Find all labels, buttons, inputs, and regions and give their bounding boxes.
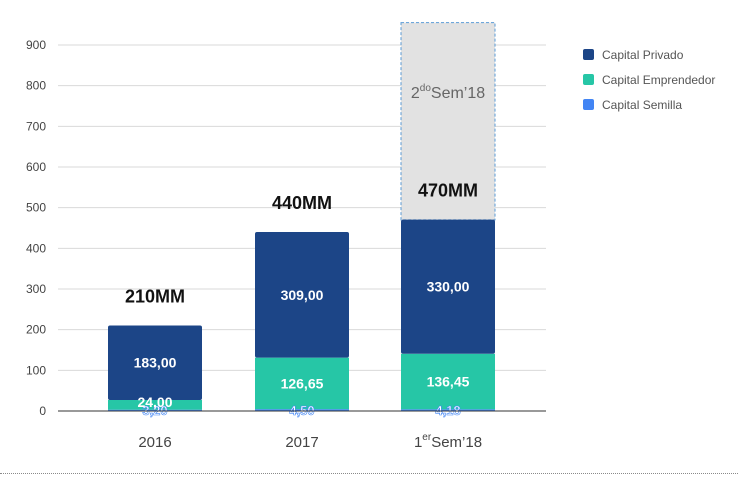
bar-capital-privado-2 <box>401 219 495 354</box>
legend-item-capital-emprendedor: Capital Emprendedor <box>583 67 715 92</box>
bar-capital-privado-0 <box>108 325 202 400</box>
y-tick-label-700: 700 <box>26 119 46 133</box>
y-tick-label-0: 0 <box>39 404 46 418</box>
legend-swatch-capital-emprendedor <box>583 74 594 85</box>
value-label-capital-privado-2: 330,00 <box>427 279 470 295</box>
total-label-2: 470MM <box>418 181 478 201</box>
legend-item-capital-semilla: Capital Semilla <box>583 92 715 117</box>
value-label-capital-emprendedor-2: 136,45 <box>427 374 470 390</box>
legend-label-capital-emprendedor: Capital Emprendedor <box>602 72 716 87</box>
legend-item-capital-privado: Capital Privado <box>583 42 715 67</box>
total-label-0: 210MM <box>125 287 185 307</box>
value-label-capital-emprendedor-1: 126,65 <box>281 375 324 391</box>
legend: Capital Privado Capital Emprendedor Capi… <box>583 42 715 117</box>
y-tick-label-800: 800 <box>26 79 46 93</box>
bar-capital-emprendedor-0 <box>108 399 202 410</box>
x-tick-label-1: 2017 <box>285 434 318 451</box>
x-tick-label-2: 1erSem’18 <box>414 432 482 451</box>
legend-swatch-capital-privado <box>583 49 594 60</box>
projection-bar <box>400 22 496 221</box>
y-tick-label-300: 300 <box>26 282 46 296</box>
legend-label-capital-semilla: Capital Semilla <box>602 97 683 112</box>
bar-capital-emprendedor-1 <box>255 357 349 410</box>
bar-capital-privado-1 <box>255 232 349 358</box>
y-tick-label-900: 900 <box>26 38 46 52</box>
y-tick-label-500: 500 <box>26 201 46 215</box>
projection-label: 2doSem’18 <box>411 83 485 102</box>
bar-capital-semilla-1 <box>255 409 349 411</box>
y-tick-label-200: 200 <box>26 323 46 337</box>
value-label-capital-emprendedor-0: 24,00 <box>137 394 172 410</box>
bar-capital-semilla-2 <box>401 409 495 411</box>
legend-label-capital-privado: Capital Privado <box>602 47 684 62</box>
x-tick-label-0: 2016 <box>138 434 171 451</box>
y-tick-label-100: 100 <box>26 363 46 377</box>
bottom-dotted-divider <box>0 473 738 474</box>
total-label-1: 440MM <box>272 193 332 213</box>
bar-capital-semilla-0 <box>108 409 202 411</box>
bar-capital-emprendedor-2 <box>401 353 495 410</box>
y-tick-label-600: 600 <box>26 160 46 174</box>
legend-swatch-capital-semilla <box>583 99 594 110</box>
y-tick-label-400: 400 <box>26 241 46 255</box>
value-label-capital-privado-0: 183,00 <box>134 355 177 371</box>
value-label-capital-privado-1: 309,00 <box>281 287 324 303</box>
